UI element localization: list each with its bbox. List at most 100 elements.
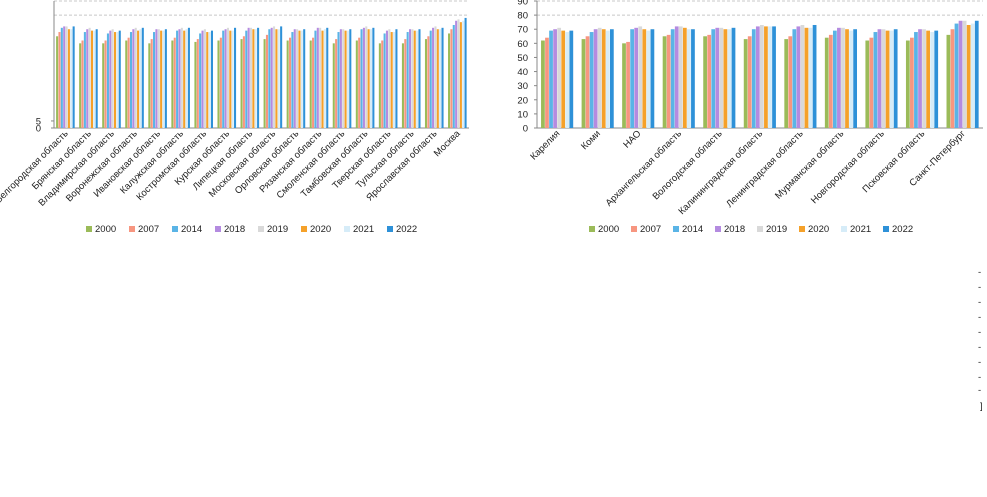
x-category-label: НАО bbox=[621, 128, 643, 150]
bar-2021 bbox=[889, 30, 894, 129]
bar-2014 bbox=[268, 29, 271, 128]
bar-2000 bbox=[56, 36, 59, 128]
bar-2007 bbox=[288, 37, 292, 128]
bar-2000 bbox=[541, 40, 545, 129]
legend-label-2014: 2014 bbox=[682, 224, 703, 235]
bar-2022 bbox=[441, 27, 444, 129]
bar-2000 bbox=[148, 43, 151, 128]
bar-2000 bbox=[263, 39, 266, 128]
legend-swatch-2021 bbox=[344, 226, 350, 232]
y-tick-label: 30 bbox=[517, 81, 528, 92]
bar-2018 bbox=[455, 20, 458, 128]
bar-2019 bbox=[249, 27, 253, 129]
bar-2020 bbox=[344, 30, 347, 129]
legend-label-2007: 2007 bbox=[640, 224, 661, 235]
bar-2021 bbox=[139, 29, 142, 128]
bar-2014 bbox=[406, 32, 409, 128]
bar-2014 bbox=[83, 32, 86, 128]
bar-2020 bbox=[436, 29, 439, 128]
bar-2019 bbox=[411, 29, 414, 128]
bar-2018 bbox=[201, 30, 204, 129]
bar-2014 bbox=[670, 29, 675, 128]
bar-2007 bbox=[312, 37, 315, 128]
bar-2014 bbox=[589, 32, 594, 128]
bar-2019 bbox=[180, 27, 183, 129]
bar-2021 bbox=[323, 29, 326, 128]
legend-swatch-2000 bbox=[86, 226, 92, 232]
legend-label-2018: 2018 bbox=[724, 224, 745, 235]
bar-2020 bbox=[137, 30, 140, 129]
bar-2021 bbox=[185, 29, 188, 128]
bar-2007 bbox=[127, 37, 130, 128]
bar-2000 bbox=[125, 40, 128, 129]
bar-2000 bbox=[905, 40, 910, 129]
bar-2020 bbox=[390, 32, 393, 128]
bar-2019 bbox=[134, 27, 137, 129]
legend-label-2000: 2000 bbox=[598, 224, 619, 235]
bar-2014 bbox=[176, 30, 179, 129]
bar-2014 bbox=[832, 30, 837, 129]
legend-swatch-2000 bbox=[589, 226, 595, 232]
bar-2000 bbox=[286, 40, 289, 129]
y-tick-label: 0 bbox=[523, 124, 528, 135]
bar-2014 bbox=[222, 30, 225, 129]
y-tick-label: 0 bbox=[36, 124, 41, 135]
bar-2019 bbox=[342, 29, 345, 128]
bar-2014 bbox=[549, 30, 553, 129]
bar-2014 bbox=[751, 29, 756, 128]
bar-2007 bbox=[265, 34, 268, 129]
bar-2007 bbox=[335, 39, 338, 128]
bar-2014 bbox=[60, 27, 63, 129]
legend-swatch-2018 bbox=[715, 226, 721, 232]
bar-2007 bbox=[196, 39, 199, 128]
legend-swatch-2007 bbox=[631, 226, 637, 232]
legend-swatch-2022 bbox=[387, 226, 393, 232]
legend-swatch-2018 bbox=[215, 226, 221, 232]
legend-label-2021: 2021 bbox=[850, 224, 871, 235]
bar-2022 bbox=[95, 29, 98, 128]
edge-mark: - bbox=[978, 357, 981, 368]
bar-2021 bbox=[565, 32, 570, 128]
bar-2021 bbox=[300, 30, 303, 129]
bar-2007 bbox=[427, 36, 430, 128]
legend-label-2018: 2018 bbox=[224, 224, 245, 235]
bar-2019 bbox=[962, 20, 967, 128]
bar-2007 bbox=[242, 36, 245, 128]
bar-2018 bbox=[593, 29, 598, 128]
legend-label-2007: 2007 bbox=[138, 224, 159, 235]
legend-swatch-2019 bbox=[757, 226, 763, 232]
legend-label-2020: 2020 bbox=[808, 224, 829, 235]
legend-swatch-2007 bbox=[129, 226, 135, 232]
bar-2018 bbox=[178, 29, 181, 128]
bar-2000 bbox=[171, 40, 174, 129]
bar-2021 bbox=[346, 30, 349, 129]
bar-2021 bbox=[930, 32, 935, 128]
bar-2018 bbox=[155, 29, 158, 128]
bar-2018 bbox=[877, 29, 882, 128]
bar-2022 bbox=[303, 29, 306, 128]
bar-2020 bbox=[804, 27, 809, 129]
bar-2019 bbox=[597, 27, 602, 129]
bar-2021 bbox=[768, 26, 772, 128]
x-category-label: Ленинградская область bbox=[724, 128, 806, 210]
bar-2021 bbox=[208, 32, 211, 128]
y-tick-label: 80 bbox=[517, 11, 528, 22]
bar-2022 bbox=[569, 30, 574, 129]
bar-2007 bbox=[173, 37, 176, 128]
bar-2020 bbox=[723, 29, 728, 128]
bar-2022 bbox=[853, 29, 857, 128]
bar-2014 bbox=[914, 32, 918, 128]
bar-2020 bbox=[90, 30, 94, 129]
bar-2018 bbox=[362, 27, 365, 129]
bar-2019 bbox=[678, 26, 683, 128]
bar-2014 bbox=[360, 29, 363, 128]
bar-2019 bbox=[365, 26, 368, 128]
bar-2020 bbox=[252, 29, 255, 128]
bar-2000 bbox=[865, 40, 870, 129]
bar-2018 bbox=[385, 30, 388, 129]
bar-2014 bbox=[954, 23, 959, 128]
bar-2021 bbox=[231, 30, 234, 129]
bar-2020 bbox=[206, 32, 209, 128]
bar-2021 bbox=[727, 29, 732, 128]
